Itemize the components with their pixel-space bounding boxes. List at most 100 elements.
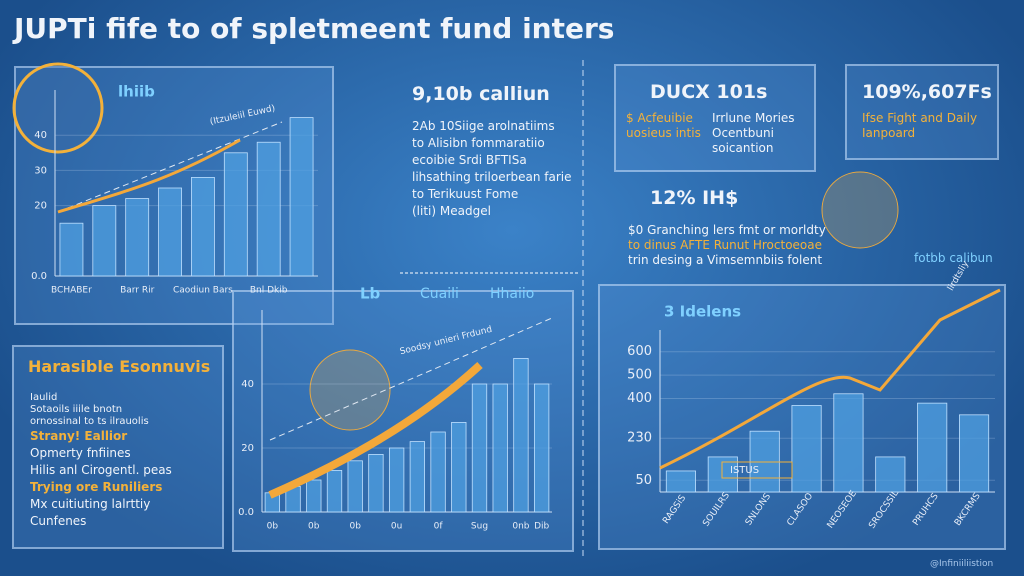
chart-title: lhiib — [118, 83, 155, 101]
trend-arrow — [57, 138, 241, 214]
bar — [158, 187, 182, 277]
y-tick-label: 0.0 — [31, 271, 47, 282]
bar — [388, 447, 405, 513]
line: Opmerty fnfiines — [30, 446, 131, 460]
bar — [492, 383, 508, 513]
decoration — [12, 62, 104, 154]
trend-arrow — [268, 362, 483, 499]
heading: DUCX 101s — [650, 81, 768, 103]
x-tick-label: RAGSiS — [661, 493, 688, 526]
line: 2Ab 10Siige arolnatiims — [412, 119, 555, 133]
annotation: lirdtsliy — [946, 259, 971, 293]
bar — [533, 383, 550, 513]
x-tick-label: Sug — [471, 522, 488, 532]
line: $ Acfeuibie — [626, 111, 693, 125]
bar — [513, 357, 529, 513]
panel — [12, 345, 224, 549]
x-tick-label: Bnl Dkib — [250, 286, 288, 296]
y-tick-label: 230 — [627, 431, 652, 446]
y-tick-label: 30 — [34, 165, 47, 176]
y-tick-label: 40 — [34, 130, 47, 141]
decoration — [821, 171, 899, 249]
bar — [326, 469, 343, 513]
heading: 12% IH$ — [650, 187, 739, 209]
annotation: (Itzuleiil Euwd) — [209, 104, 276, 128]
bar — [125, 198, 150, 277]
bar — [92, 205, 117, 277]
bar — [409, 441, 426, 513]
trend-line — [269, 317, 553, 441]
y-tick-label: 20 — [241, 443, 254, 454]
line: Strany! Eallior — [30, 429, 128, 443]
x-tick-label: SROCSSIL — [867, 489, 901, 531]
bar — [707, 456, 738, 493]
line: ornossinal to ts ilrauolis — [30, 416, 149, 427]
text-block: 2Ab 10Siige arolnatiims to Alisibn fomma… — [412, 118, 572, 220]
line: Ifse Fight and Daily — [862, 111, 978, 125]
x-tick-label: NEOSEOE — [826, 489, 859, 531]
x-tick-label: PRUHCS — [911, 491, 941, 527]
line: Mx cuitiuting lalrttiy — [30, 497, 151, 511]
chart-title: Lb — [360, 285, 381, 303]
y-tick-label: 600 — [627, 344, 652, 359]
x-tick-label: Barr Rir — [120, 286, 155, 296]
heading: 109%,607Fs — [862, 81, 992, 103]
line: to Alisibn fommaratiio — [412, 136, 545, 150]
x-tick-label: BKCRMS — [953, 491, 983, 528]
chart-subtitle: Cuaili — [420, 286, 459, 302]
line: soicantion — [712, 141, 774, 155]
bar — [665, 470, 696, 493]
badge: ISTUS — [730, 465, 759, 476]
decoration — [309, 349, 391, 431]
bar — [833, 393, 864, 493]
bar — [959, 414, 990, 493]
bar — [256, 141, 281, 277]
x-tick-label: SOUILRS — [701, 491, 732, 529]
line: (liti) Meadgel — [412, 204, 491, 218]
heading: Harasible Esonnuvis — [28, 357, 211, 376]
annotation: Soodsy unieri Frdund — [399, 325, 493, 358]
label: fotbb calibun — [914, 251, 993, 265]
text-block: Iaulid Sotaoils iiile bnotn ornossinal t… — [30, 392, 172, 530]
x-tick-label: 0b — [349, 522, 361, 532]
line: Irrlune Mories — [712, 111, 795, 125]
chart-subtitle: Hhaiio — [490, 286, 534, 302]
bar — [791, 405, 822, 493]
line: Cunfenes — [30, 514, 87, 528]
x-tick-label: Caodiun Bars — [173, 286, 233, 296]
x-tick-label: 0u — [391, 522, 402, 532]
y-tick-label: 500 — [627, 368, 652, 383]
bar — [306, 479, 322, 513]
line: to dinus AFTE Runut Hroctoeoae — [628, 238, 822, 252]
y-tick-label: 20 — [34, 201, 47, 212]
line: $0 Granching lers fmt or morldty — [628, 223, 826, 237]
y-tick-label: 0.0 — [238, 507, 254, 518]
bar — [875, 456, 906, 493]
x-tick-label: SNLONS — [744, 492, 773, 528]
bar — [347, 460, 363, 513]
line: trin desing a Vimsemnbiis folent — [628, 253, 823, 267]
bar — [191, 177, 215, 277]
y-tick-label: 400 — [627, 391, 652, 406]
bar — [59, 222, 84, 277]
line: uosieus intis — [626, 126, 701, 140]
line: ecoibie Srdi BFTISa — [412, 153, 527, 167]
line: Sotaoils iiile bnotn — [30, 404, 123, 415]
line: Trying ore Runiliers — [30, 480, 163, 494]
watermark: @Infiniiliistion — [930, 559, 994, 569]
bar — [430, 431, 446, 513]
chart-title: 3 Idelens — [664, 303, 741, 321]
line: Iaulid — [30, 392, 58, 403]
line: to Terikuust Fome — [412, 187, 519, 201]
heading: 9,10b calliun — [412, 83, 550, 105]
line: Ocentbuni — [712, 126, 774, 140]
bar — [471, 383, 488, 513]
bar — [223, 152, 248, 277]
x-tick-label: BCHABEr — [51, 286, 92, 296]
bar — [451, 421, 467, 513]
title: JUPTi fife to of spletmeent fund inters — [14, 12, 615, 45]
badge-box — [721, 461, 793, 479]
bar — [368, 453, 384, 513]
